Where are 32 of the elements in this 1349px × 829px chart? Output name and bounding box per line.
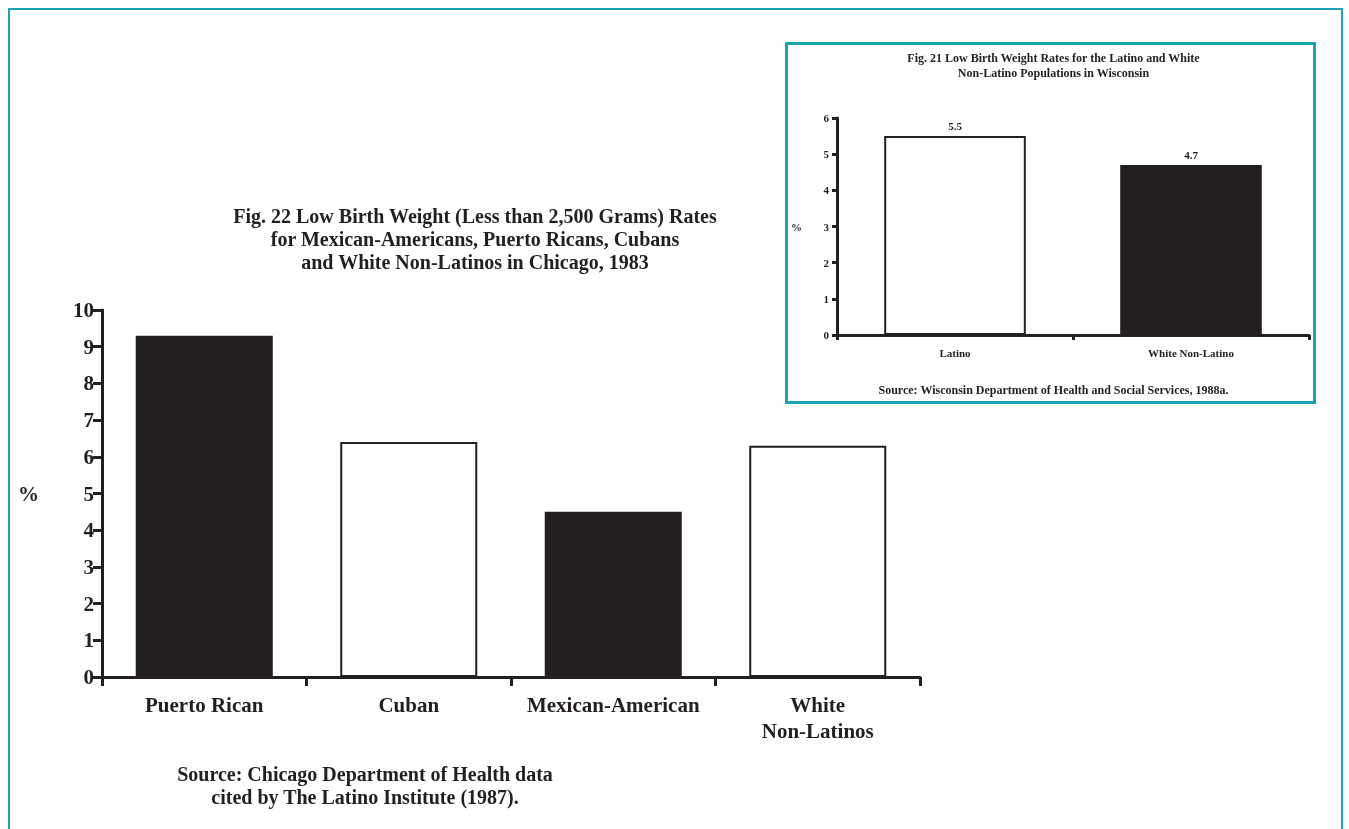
y-tick-label: 2 (83, 591, 94, 616)
y-tick-label: 5 (823, 148, 830, 161)
y-tick-label: 0 (823, 329, 830, 341)
y-tick-label: 6 (83, 444, 94, 469)
y-tick-label: 1 (83, 628, 94, 653)
annotation: Source: Wisconsin Department of Health and Social Services, 1988a. (877, 383, 1230, 398)
y-tick-label: 10 (73, 298, 94, 322)
x-tick-label: White Non-Latinos (761, 693, 874, 744)
y-tick-label: 1 (823, 292, 829, 305)
y-tick-label: 7 (83, 408, 94, 433)
data-label: 4.7 (1184, 148, 1199, 161)
y-tick-label: 3 (823, 220, 830, 233)
y-tick-label: 4 (83, 518, 95, 543)
y-tick-label: 6 (823, 112, 830, 124)
y-tick-label: 5 (83, 481, 94, 506)
y-tick-label: 4 (823, 184, 830, 197)
y-tick-label: 3 (83, 554, 94, 579)
x-tick-label: Mexican-American (526, 693, 700, 718)
y-tick-label: 2 (823, 256, 830, 269)
y-tick-label: 8 (83, 371, 94, 396)
y-axis-title: % (791, 220, 802, 233)
source-note: Source: Chicago Department of Health data cited by The Latino Institute (1987). (176, 763, 554, 809)
y-tick-label: 0 (83, 665, 94, 689)
x-tick-label: Latino (939, 346, 972, 359)
chart-title: Fig. 21 Low Birth Weight Rates for the Latino and White Non-Latino Populations in Wisconsin (906, 51, 1201, 81)
y-axis-title: % (18, 481, 39, 506)
x-tick-label: Cuban (378, 693, 440, 718)
data-label: 5.5 (948, 119, 963, 132)
y-tick-label: 9 (83, 334, 94, 359)
x-tick-label: Puerto Rican (145, 693, 264, 718)
x-tick-label: White Non-Latino (1148, 346, 1235, 359)
chart-title: Fig. 22 Low Birth Weight (Less than 2,500 Grams) Rates for Mexican-Americans, Puerto Ricans, Cubans and White Non-Latinos in Chicago, 1983 (232, 205, 718, 274)
